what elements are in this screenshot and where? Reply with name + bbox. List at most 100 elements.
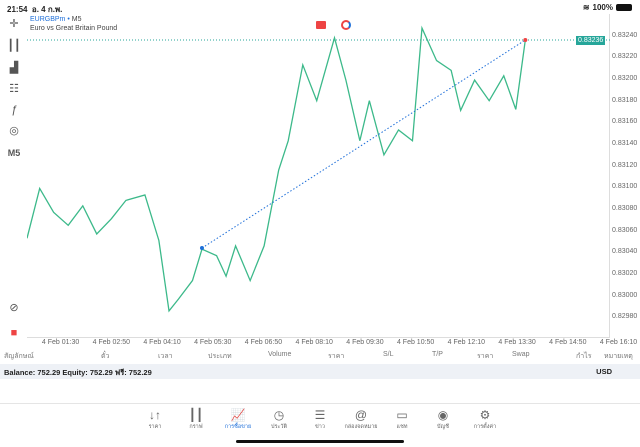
- time: 21:54: [7, 5, 28, 14]
- nav-tab[interactable]: @ กล่องจดหมาย: [338, 408, 384, 431]
- y-tick-label: 0.83120: [612, 161, 638, 169]
- nav-icon: ◷: [273, 408, 285, 422]
- buy-button-icon[interactable]: [341, 20, 351, 30]
- nav-icon: ▭: [396, 408, 408, 422]
- y-tick-label: 0.83080: [612, 205, 638, 213]
- symbol-timeframe: M5: [71, 16, 82, 23]
- trendline: [201, 39, 526, 249]
- nav-tab[interactable]: ⚙ การตั้งค่า: [462, 408, 508, 431]
- timeframe-button[interactable]: M5: [7, 148, 21, 158]
- x-tick-label: 4 Feb 02:50: [92, 339, 130, 346]
- nav-tab[interactable]: ↓↑ ราคา: [132, 408, 178, 431]
- y-tick-label: 0.83160: [612, 118, 638, 126]
- nav-tab[interactable]: ◉ บัญชี: [420, 408, 466, 431]
- nav-icon: 📈: [230, 408, 246, 422]
- nav-tab[interactable]: 📈 การซื้อขาย: [215, 408, 261, 431]
- nav-label: ราคา: [148, 424, 162, 430]
- trendline-end-point: [523, 38, 528, 43]
- y-tick-label: 0.83140: [612, 140, 638, 148]
- nav-tab[interactable]: ◷ ประวัติ: [256, 408, 302, 431]
- wifi-icon: ≋: [582, 3, 590, 12]
- y-tick-label: 0.83020: [612, 270, 638, 278]
- positions-table-header: สัญลักษณ์ ตั๋ว เวลา ประเภท Volume ราคา S/L T/P ร…: [0, 350, 640, 364]
- nav-label: ประวัติ: [270, 424, 288, 430]
- x-tick-label: 4 Feb 04:10: [143, 339, 181, 346]
- column-header[interactable]: Swap: [512, 351, 530, 358]
- nav-icon: ◉: [437, 408, 449, 422]
- symbol-info: EURGBPm • M5 Euro vs Great Britain Pound: [30, 16, 118, 32]
- column-header[interactable]: เวลา: [158, 353, 173, 360]
- nav-label: การตั้งค่า: [473, 424, 497, 430]
- home-indicator: [236, 440, 404, 443]
- objects-icon[interactable]: ◎: [9, 125, 19, 137]
- column-header[interactable]: กำไร: [576, 353, 592, 360]
- price-chart[interactable]: [26, 14, 610, 338]
- current-price-tag: 0.83236: [576, 36, 606, 45]
- chart-type-icon[interactable]: ┃┃: [7, 40, 21, 52]
- nav-label: ข่าว: [315, 424, 325, 430]
- column-header[interactable]: หมายเหตุ: [604, 353, 633, 360]
- nav-label: การซื้อขาย: [224, 424, 252, 430]
- nav-icon: @: [354, 408, 368, 422]
- chart-canvas: [26, 25, 610, 313]
- x-tick-label: 4 Feb 05:30: [194, 339, 232, 346]
- battery-icon: [616, 4, 632, 11]
- y-tick-label: 0.83100: [612, 183, 638, 191]
- nav-icon: ↓↑: [149, 408, 161, 422]
- y-tick-label: 0.83240: [612, 31, 638, 39]
- function-icon[interactable]: ƒ: [10, 104, 18, 116]
- balance-bar: Balance: 752.29 Equity: 752.29 ฟรี: 752.…: [0, 364, 640, 379]
- column-header[interactable]: T/P: [432, 351, 443, 358]
- column-header[interactable]: สัญลักษณ์: [4, 353, 34, 360]
- nav-label: บัญชี: [437, 424, 449, 430]
- settings-sliders-icon[interactable]: ☷: [9, 83, 19, 95]
- y-tick-label: 0.83180: [612, 96, 638, 104]
- y-tick-label: 0.83040: [612, 248, 638, 256]
- nav-label: แชท: [396, 424, 408, 430]
- nav-label: กราฟ: [189, 424, 203, 430]
- nav-icon: ┃┃: [188, 408, 204, 422]
- price-series-line: [26, 25, 526, 313]
- bottom-nav: ↓↑ ราคา ┃┃ กราฟ 📈 การซื้อขาย ◷ ประวัติ ☰ ข่าว @ กล่…: [0, 403, 640, 447]
- symbol-name[interactable]: EURGBPm: [30, 16, 66, 23]
- y-tick-label: 0.83220: [612, 53, 638, 61]
- x-tick-label: 4 Feb 14:50: [549, 339, 587, 346]
- y-tick-label: 0.82980: [612, 313, 638, 321]
- nav-tab[interactable]: ▭ แชท: [379, 408, 425, 431]
- x-tick-label: 4 Feb 09:30: [346, 339, 384, 346]
- status-right: ≋ 100%: [583, 3, 632, 12]
- status-time: 21:54 อ. 4 ก.พ.: [7, 3, 62, 16]
- column-header[interactable]: Volume: [268, 351, 292, 358]
- nav-icon: ⚙: [479, 408, 491, 422]
- chart-toolbar: ✛ ┃┃ ▟ ☷ ƒ ◎ M5 ⊘ ■: [0, 14, 27, 344]
- balance-text: Balance: 752.29 Equity: 752.29 ฟรี: 752.…: [4, 368, 152, 377]
- column-header[interactable]: ประเภท: [208, 353, 232, 360]
- zoom-chart-icon[interactable]: ⊘: [9, 302, 19, 314]
- indicators-icon[interactable]: ▟: [9, 62, 19, 74]
- y-tick-label: 0.83200: [612, 75, 638, 83]
- x-tick-label: 4 Feb 08:10: [295, 339, 333, 346]
- nav-label: กล่องจดหมาย: [344, 424, 378, 430]
- currency: USD: [596, 367, 612, 376]
- nav-tab[interactable]: ┃┃ กราฟ: [173, 408, 219, 431]
- battery-percent: 100%: [592, 3, 613, 12]
- x-tick-label: 4 Feb 01:30: [41, 339, 80, 346]
- x-tick-label: 4 Feb 13:30: [498, 339, 536, 346]
- symbol-description: Euro vs Great Britain Pound: [30, 25, 118, 32]
- column-header[interactable]: ราคา: [328, 353, 345, 360]
- x-tick-label: 4 Feb 12:10: [447, 339, 486, 346]
- column-header[interactable]: ราคา: [477, 353, 494, 360]
- column-header[interactable]: S/L: [383, 351, 394, 358]
- column-header[interactable]: ตั๋ว: [101, 353, 110, 360]
- status-bar: 21:54 อ. 4 ก.พ. ≋ 100%: [0, 0, 640, 14]
- one-click-trading-icon[interactable]: ■: [10, 327, 18, 339]
- y-tick-label: 0.83060: [612, 226, 638, 234]
- x-tick-label: 4 Feb 10:50: [396, 339, 435, 346]
- crosshair-icon[interactable]: ✛: [9, 18, 19, 30]
- nav-icon: ☰: [314, 408, 326, 422]
- x-tick-label: 4 Feb 16:10: [599, 339, 638, 346]
- nav-tab[interactable]: ☰ ข่าว: [297, 408, 343, 431]
- x-tick-label: 4 Feb 06:50: [244, 339, 283, 346]
- sell-button-icon[interactable]: [316, 21, 326, 29]
- trendline-start-point: [199, 246, 204, 251]
